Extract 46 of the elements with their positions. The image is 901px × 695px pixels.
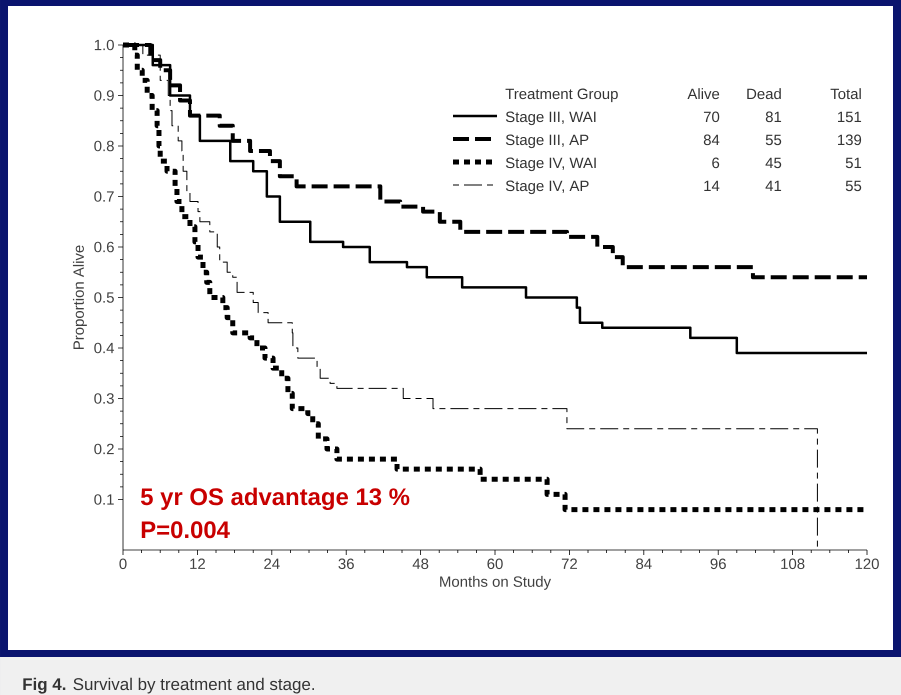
legend-label: Stage IV, WAI (506, 158, 596, 172)
annotation: 151 (838, 112, 862, 122)
annotation: Total (830, 88, 861, 100)
annotation: 41 (766, 180, 782, 191)
y-tick-label: 0.6 (94, 242, 114, 252)
legend-label: Stage III, WAI (506, 112, 596, 126)
y-tick-label: 0.2 (94, 444, 114, 454)
y-tick-label: 1.0 (94, 40, 114, 50)
x-tick-label: 24 (264, 558, 280, 569)
annotation: 14 (704, 180, 720, 191)
annotation: 70 (704, 112, 720, 122)
y-tick-label: 0.5 (94, 292, 114, 303)
annotation: 55 (846, 180, 862, 192)
x-tick-label: 36 (338, 558, 354, 570)
annotation: Alive (687, 88, 720, 100)
annotation: 51 (846, 158, 862, 168)
y-tick-label: 0.4 (94, 342, 114, 354)
y-tick-label: 0.3 (94, 393, 114, 404)
x-tick-label: 48 (412, 558, 428, 570)
legend-label: Stage IV, AP (506, 180, 589, 194)
y-tick-label: 0.1 (94, 494, 114, 505)
text: Fig 4. Survival by treatment and stage. (23, 678, 314, 694)
annotation: 6 (712, 158, 720, 168)
y-tick-label: 0.8 (94, 140, 114, 152)
x-tick-label: 84 (636, 558, 652, 570)
y-tick-label: 0.9 (94, 90, 114, 101)
annotation: 55 (766, 134, 782, 146)
x-tick-label: 12 (190, 558, 205, 569)
x-tick-label: 0 (119, 558, 127, 570)
x-tick-label: 96 (710, 558, 726, 570)
annotation: 81 (766, 112, 782, 122)
x-tick-label: 108 (781, 558, 804, 570)
annotation: 45 (766, 158, 782, 168)
legend-label: Stage III, AP (506, 134, 588, 148)
y-tick-label: 0.7 (94, 191, 114, 202)
x-tick-label: 60 (487, 558, 503, 570)
annotation: Dead (747, 88, 781, 100)
x-tick-label: 72 (562, 558, 577, 569)
y-axis-title: Proportion Alive (72, 245, 87, 350)
annotation: P=0.004 (142, 521, 230, 538)
annotation: 139 (838, 134, 862, 146)
x-tick-label: 120 (856, 558, 879, 570)
annotation: 5 yr OS advantage 13 % (140, 488, 410, 510)
x-axis-title: Months on Study (440, 576, 552, 590)
annotation: 84 (704, 134, 720, 146)
legend-title: Treatment Group (506, 88, 618, 102)
